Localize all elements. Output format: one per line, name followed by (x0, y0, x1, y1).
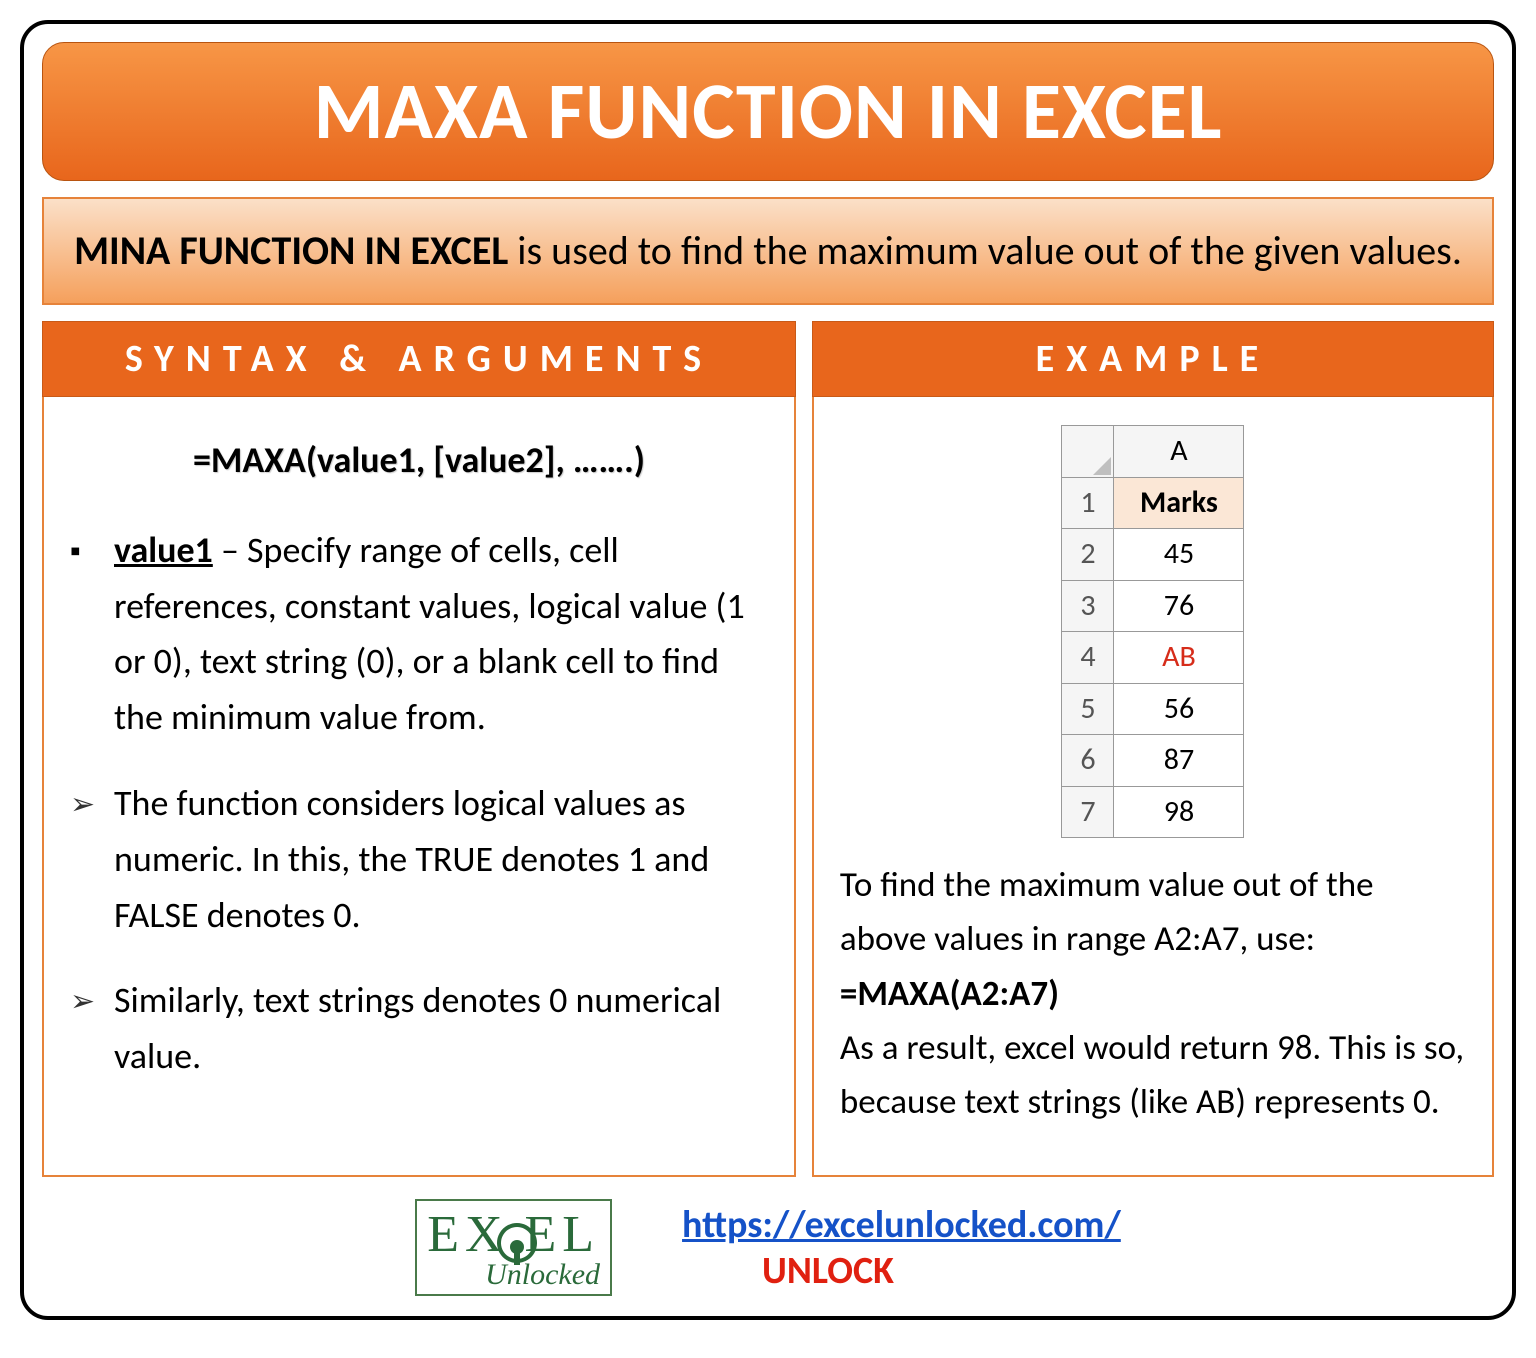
table-row: A (1062, 426, 1244, 478)
table-row: 1 Marks (1062, 477, 1244, 529)
keyhole-icon (495, 1223, 539, 1267)
row-number: 5 (1062, 683, 1114, 735)
bullet-logical: The function considers logical values as… (70, 776, 768, 943)
syntax-formula: =MAXA(value1, [value2], …….) (70, 433, 768, 489)
table-row: 7 98 (1062, 786, 1244, 838)
cell-value-text: AB (1114, 632, 1244, 684)
example-text-2: As a result, excel would return 98. This… (840, 1027, 1464, 1123)
row-number: 4 (1062, 632, 1114, 684)
title-banner: MAXA FUNCTION IN EXCEL (42, 42, 1494, 181)
syntax-column: SYNTAX & ARGUMENTS =MAXA(value1, [value2… (42, 321, 796, 1177)
cell-value: 98 (1114, 786, 1244, 838)
footer: EX EL Unlocked https://excelunlocked.com… (42, 1189, 1494, 1298)
marks-header-cell: Marks (1114, 477, 1244, 529)
example-explanation: To find the maximum value out of the abo… (840, 858, 1466, 1129)
cell-value: 45 (1114, 529, 1244, 581)
example-formula: =MAXA(A2:A7) (840, 973, 1059, 1015)
logo-top-row: EX EL (427, 1205, 600, 1264)
description-lead: MINA FUNCTION IN EXCEL (74, 226, 508, 275)
table-row: 4 AB (1062, 632, 1244, 684)
description-box: MINA FUNCTION IN EXCEL is used to find t… (42, 197, 1494, 305)
footer-links: https://excelunlocked.com/ UNLOCK (682, 1202, 1121, 1294)
infographic-card: MAXA FUNCTION IN EXCEL MINA FUNCTION IN … (20, 20, 1516, 1320)
example-body: A 1 Marks 2 45 3 76 4 (812, 397, 1494, 1177)
row-number: 3 (1062, 580, 1114, 632)
unlock-label: UNLOCK (762, 1248, 1121, 1294)
select-all-triangle-icon (1093, 457, 1111, 475)
cell-value: 87 (1114, 735, 1244, 787)
row-number: 1 (1062, 477, 1114, 529)
cell-value: 56 (1114, 683, 1244, 735)
example-header: EXAMPLE (812, 321, 1494, 397)
column-header-a: A (1114, 426, 1244, 478)
bullet-value1: value1 – Specify range of cells, cell re… (70, 523, 768, 746)
excel-unlocked-logo: EX EL Unlocked (415, 1199, 612, 1296)
row-number: 6 (1062, 735, 1114, 787)
table-row: 3 76 (1062, 580, 1244, 632)
arrow-bullet-icon (70, 973, 114, 1085)
cell-value: 76 (1114, 580, 1244, 632)
table-row: 5 56 (1062, 683, 1244, 735)
columns: SYNTAX & ARGUMENTS =MAXA(value1, [value2… (42, 321, 1494, 1177)
example-text-1: To find the maximum value out of the abo… (840, 864, 1374, 960)
table-row: 6 87 (1062, 735, 1244, 787)
example-column: EXAMPLE A 1 Marks 2 45 (812, 321, 1494, 1177)
table-corner-cell (1062, 426, 1114, 478)
bullet-text: value1 – Specify range of cells, cell re… (114, 523, 768, 746)
syntax-body: =MAXA(value1, [value2], …….) value1 – Sp… (42, 397, 796, 1177)
site-url-link[interactable]: https://excelunlocked.com/ (682, 1202, 1121, 1248)
description-text: is used to find the maximum value out of… (508, 226, 1462, 275)
bullet-text: The function considers logical values as… (114, 776, 768, 943)
arrow-bullet-icon (70, 776, 114, 943)
arg-name: value1 (114, 528, 213, 572)
row-number: 2 (1062, 529, 1114, 581)
example-table: A 1 Marks 2 45 3 76 4 (1061, 425, 1244, 838)
row-number: 7 (1062, 786, 1114, 838)
square-bullet-icon (70, 523, 114, 746)
syntax-header: SYNTAX & ARGUMENTS (42, 321, 796, 397)
bullet-text: Similarly, text strings denotes 0 numeri… (114, 973, 768, 1085)
table-row: 2 45 (1062, 529, 1244, 581)
bullet-textstring: Similarly, text strings denotes 0 numeri… (70, 973, 768, 1085)
page-title: MAXA FUNCTION IN EXCEL (53, 63, 1483, 160)
